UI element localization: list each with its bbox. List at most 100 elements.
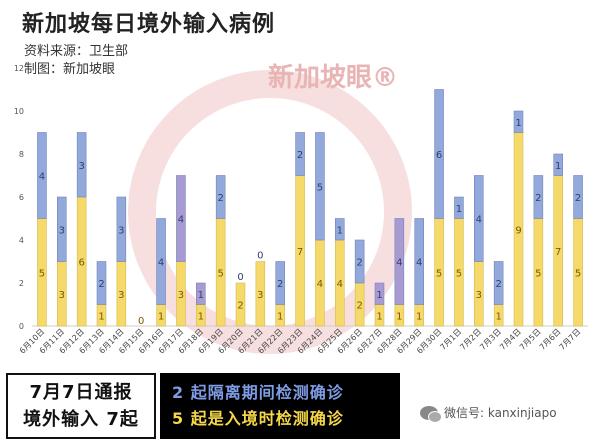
bar-segment-top bbox=[275, 261, 285, 305]
bar-segment-top bbox=[196, 282, 206, 305]
bar-label-upper: 1 bbox=[515, 118, 521, 129]
bar-label-lower: 1 bbox=[396, 311, 402, 322]
y-tick-label: 12 bbox=[14, 64, 24, 73]
bar-label-lower: 1 bbox=[376, 311, 382, 322]
bar-segment-top bbox=[176, 175, 186, 262]
bar-segment-top bbox=[394, 218, 405, 305]
page-title: 新加坡每日境外输入病例 bbox=[22, 12, 276, 37]
bar-label-upper: 2 bbox=[98, 279, 104, 290]
bar-segment-top bbox=[37, 132, 47, 219]
bar-label-lower: 5 bbox=[535, 268, 541, 279]
y-tick-label: 6 bbox=[19, 193, 24, 202]
bar-label-lower: 5 bbox=[217, 268, 223, 279]
bar-label-lower: 5 bbox=[39, 268, 45, 279]
bar-label-lower: 4 bbox=[337, 279, 343, 290]
bar-label-upper: 3 bbox=[118, 225, 124, 236]
bar-segment-top bbox=[295, 132, 305, 176]
bar-label-upper: 2 bbox=[217, 193, 223, 204]
bar-segment-top bbox=[354, 239, 365, 284]
bar-label-upper: 2 bbox=[277, 279, 283, 290]
bars bbox=[37, 89, 583, 327]
bar-segment-top bbox=[374, 282, 385, 305]
bar-label-upper: 4 bbox=[396, 258, 402, 269]
bar-label-upper: 4 bbox=[178, 215, 184, 226]
bar-label-lower: 5 bbox=[436, 268, 442, 279]
bar-segment-top bbox=[474, 175, 484, 262]
bar-segment-top bbox=[493, 261, 504, 305]
bar-label-upper: 2 bbox=[575, 193, 581, 204]
bar-segment-top bbox=[414, 218, 424, 305]
bar-segment-top bbox=[553, 153, 563, 176]
report-box: 7月7日通报 境外输入 7起 bbox=[6, 373, 156, 439]
bar-segment-top bbox=[76, 132, 87, 198]
bar-label-upper: 3 bbox=[59, 225, 65, 236]
x-tick-label: 7月7日 bbox=[558, 327, 583, 352]
bar-label-upper: 0 bbox=[237, 272, 243, 283]
bar-label-lower: 1 bbox=[416, 311, 422, 322]
source-label: 资料来源：卫生部 bbox=[24, 44, 129, 59]
bar-segment-top bbox=[434, 89, 444, 219]
report-date: 7月7日通报 bbox=[29, 382, 133, 403]
bar-segment-top bbox=[215, 175, 226, 219]
watermark: 新加坡眼® bbox=[128, 62, 412, 354]
bar-segment-top bbox=[57, 196, 67, 262]
bar-label-lower: 1 bbox=[277, 311, 283, 322]
bar-label-lower: 4 bbox=[317, 279, 323, 290]
y-tick-label: 8 bbox=[19, 150, 24, 159]
bar-segment-yellow bbox=[255, 261, 266, 327]
bar-label-upper: 4 bbox=[476, 215, 482, 226]
bar-label-lower: 3 bbox=[59, 290, 65, 301]
wechat-label: 微信号: kanxinjiapo bbox=[444, 406, 557, 420]
bar-segment-top bbox=[96, 261, 107, 305]
bar-label-lower: 6 bbox=[78, 258, 84, 269]
bar-label-upper: 1 bbox=[376, 290, 382, 301]
bar-label-lower: 1 bbox=[198, 311, 204, 322]
stat-arrival: 5 起是入境时检测确诊 bbox=[172, 409, 344, 428]
bar-label-upper: 1 bbox=[337, 225, 343, 236]
y-tick-label: 4 bbox=[19, 236, 24, 245]
footer: 7月7日通报 境外输入 7起 2 起隔离期间检测确诊 5 起是入境时检测确诊 微… bbox=[0, 370, 601, 448]
bar-label-lower: 9 bbox=[515, 225, 521, 236]
bar-label-upper: 2 bbox=[535, 193, 541, 204]
bar-segment-top bbox=[513, 110, 524, 133]
bar-label-upper: 0 bbox=[257, 251, 263, 262]
bar-label-lower: 5 bbox=[456, 268, 462, 279]
report-total: 境外输入 7起 bbox=[23, 409, 139, 430]
bar-label-lower: 1 bbox=[158, 311, 164, 322]
bar-label-upper: 4 bbox=[39, 172, 45, 183]
bar-label-upper: 6 bbox=[436, 150, 442, 161]
stats-box: 2 起隔离期间检测确诊 5 起是入境时检测确诊 bbox=[160, 373, 400, 439]
bar-label-upper: 2 bbox=[356, 258, 362, 269]
bar-label-upper: 1 bbox=[555, 161, 561, 172]
bar-segment-top bbox=[315, 132, 325, 241]
bar-segment-top bbox=[335, 218, 345, 241]
bar-label-upper: 3 bbox=[78, 161, 84, 172]
bar-segment-top bbox=[116, 196, 127, 262]
bar-label-lower: 7 bbox=[297, 247, 303, 258]
made-by-label: 制图：新加坡眼 bbox=[24, 62, 116, 77]
bar-segment-yellow bbox=[235, 282, 246, 327]
bar-label-upper: 5 bbox=[317, 182, 323, 193]
bar-label-lower: 3 bbox=[118, 290, 124, 301]
bar-label-upper: 1 bbox=[456, 204, 462, 215]
bar-label-lower: 3 bbox=[476, 290, 482, 301]
bar-label-lower: 1 bbox=[98, 311, 104, 322]
wechat-id: 微信号: kanxinjiapo bbox=[420, 404, 557, 423]
bar-label-lower: 2 bbox=[237, 301, 243, 312]
bar-label-upper: 2 bbox=[297, 150, 303, 161]
bar-label-lower: 3 bbox=[257, 290, 263, 301]
bar-segment-top bbox=[454, 196, 464, 219]
bar-label-upper: 4 bbox=[158, 258, 164, 269]
bar-label-lower: 7 bbox=[555, 247, 561, 258]
bar-label-lower: 0 bbox=[138, 316, 144, 327]
bar-label-upper: 2 bbox=[495, 279, 501, 290]
bar-label-lower: 3 bbox=[178, 290, 184, 301]
bar-label-upper: 4 bbox=[416, 258, 422, 269]
stat-quarantine: 2 起隔离期间检测确诊 bbox=[172, 383, 344, 402]
watermark-text: 新加坡眼® bbox=[268, 62, 398, 93]
wechat-icon bbox=[420, 405, 442, 423]
bar-segment-top bbox=[533, 175, 544, 219]
y-tick-label: 0 bbox=[19, 322, 24, 331]
